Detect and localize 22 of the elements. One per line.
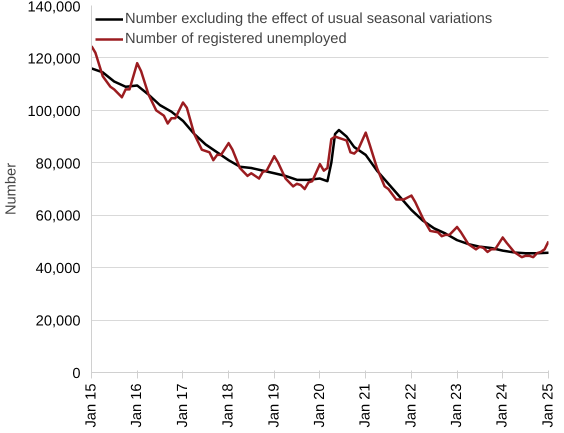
y-tick-label: 20,000 (36, 314, 80, 330)
y-tick-label: 120,000 (28, 51, 81, 68)
y-tick-label: 140,000 (28, 0, 81, 16)
x-tick-label: Jan 17 (174, 383, 191, 428)
x-tick-label: Jan 20 (312, 383, 328, 428)
legend-label: Number of registered unemployed (125, 31, 347, 47)
x-tick-label: Jan 21 (358, 383, 374, 428)
x-tick-label: Jan 22 (403, 383, 420, 428)
y-tick-label: 0 (72, 366, 81, 382)
y-tick-label: 100,000 (28, 104, 81, 120)
y-tick-label: 80,000 (36, 156, 80, 172)
x-tick-label: Jan 19 (266, 383, 282, 428)
x-tick-label: Jan 16 (129, 383, 146, 428)
y-tick-label: 40,000 (36, 261, 80, 278)
legend-label: Number excluding the effect of usual seasonal variations (125, 11, 492, 27)
x-tick-label: Jan 23 (449, 383, 466, 428)
x-tick-label: Jan 18 (220, 383, 237, 428)
x-tick-label: Jan 25 (540, 383, 556, 428)
x-tick-label: Jan 15 (84, 383, 100, 428)
x-tick-label: Jan 24 (494, 383, 511, 428)
y-axis-title: Number (4, 162, 20, 216)
y-tick-label: 60,000 (36, 208, 80, 225)
